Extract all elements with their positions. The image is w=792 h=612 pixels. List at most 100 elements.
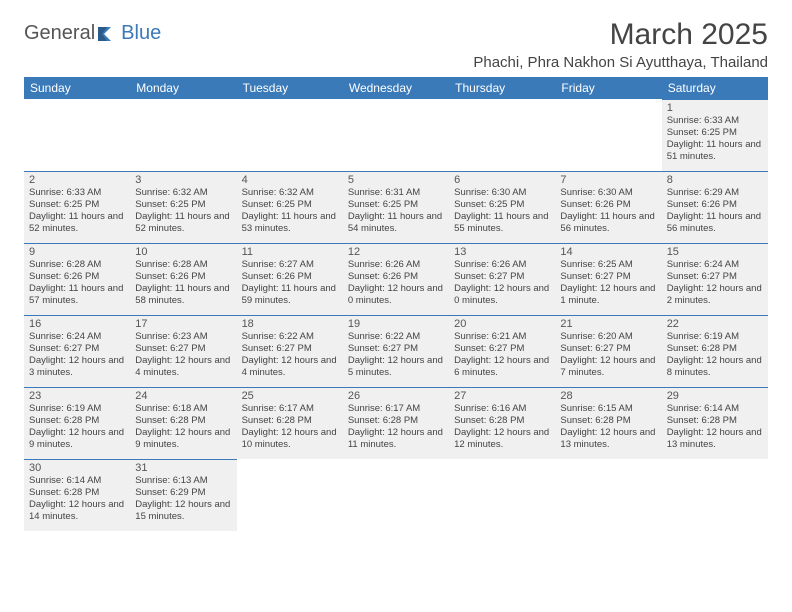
day-info: Sunrise: 6:26 AMSunset: 6:27 PMDaylight:… (454, 259, 550, 307)
calendar-week-row: 23Sunrise: 6:19 AMSunset: 6:28 PMDayligh… (24, 387, 768, 459)
calendar-table: SundayMondayTuesdayWednesdayThursdayFrid… (24, 77, 768, 531)
calendar-cell: 5Sunrise: 6:31 AMSunset: 6:25 PMDaylight… (343, 171, 449, 243)
day-number: 20 (454, 318, 550, 330)
day-info: Sunrise: 6:26 AMSunset: 6:26 PMDaylight:… (348, 259, 444, 307)
calendar-cell: 29Sunrise: 6:14 AMSunset: 6:28 PMDayligh… (662, 387, 768, 459)
day-number: 9 (29, 246, 125, 258)
day-number: 17 (135, 318, 231, 330)
day-info: Sunrise: 6:15 AMSunset: 6:28 PMDaylight:… (560, 403, 656, 451)
calendar-cell: 30Sunrise: 6:14 AMSunset: 6:28 PMDayligh… (24, 459, 130, 531)
calendar-week-row: 1Sunrise: 6:33 AMSunset: 6:25 PMDaylight… (24, 99, 768, 171)
day-info: Sunrise: 6:27 AMSunset: 6:26 PMDaylight:… (242, 259, 338, 307)
day-number: 1 (667, 102, 763, 114)
calendar-cell (343, 99, 449, 171)
brand-word2: Blue (121, 22, 161, 45)
day-info: Sunrise: 6:25 AMSunset: 6:27 PMDaylight:… (560, 259, 656, 307)
day-number: 7 (560, 174, 656, 186)
calendar-cell (449, 99, 555, 171)
brand-word1: General (24, 22, 95, 45)
day-info: Sunrise: 6:28 AMSunset: 6:26 PMDaylight:… (135, 259, 231, 307)
calendar-cell: 31Sunrise: 6:13 AMSunset: 6:29 PMDayligh… (130, 459, 236, 531)
calendar-cell (24, 99, 130, 171)
day-info: Sunrise: 6:31 AMSunset: 6:25 PMDaylight:… (348, 187, 444, 235)
calendar-cell: 27Sunrise: 6:16 AMSunset: 6:28 PMDayligh… (449, 387, 555, 459)
calendar-cell: 16Sunrise: 6:24 AMSunset: 6:27 PMDayligh… (24, 315, 130, 387)
day-info: Sunrise: 6:22 AMSunset: 6:27 PMDaylight:… (242, 331, 338, 379)
day-info: Sunrise: 6:33 AMSunset: 6:25 PMDaylight:… (29, 187, 125, 235)
day-info: Sunrise: 6:17 AMSunset: 6:28 PMDaylight:… (242, 403, 338, 451)
calendar-cell: 21Sunrise: 6:20 AMSunset: 6:27 PMDayligh… (555, 315, 661, 387)
day-info: Sunrise: 6:13 AMSunset: 6:29 PMDaylight:… (135, 475, 231, 523)
day-number: 6 (454, 174, 550, 186)
day-info: Sunrise: 6:16 AMSunset: 6:28 PMDaylight:… (454, 403, 550, 451)
day-number: 10 (135, 246, 231, 258)
calendar-cell (662, 459, 768, 531)
calendar-cell: 22Sunrise: 6:19 AMSunset: 6:28 PMDayligh… (662, 315, 768, 387)
day-info: Sunrise: 6:33 AMSunset: 6:25 PMDaylight:… (667, 115, 763, 163)
calendar-cell: 14Sunrise: 6:25 AMSunset: 6:27 PMDayligh… (555, 243, 661, 315)
day-number: 5 (348, 174, 444, 186)
day-info: Sunrise: 6:32 AMSunset: 6:25 PMDaylight:… (135, 187, 231, 235)
calendar-cell: 18Sunrise: 6:22 AMSunset: 6:27 PMDayligh… (237, 315, 343, 387)
calendar-cell (237, 459, 343, 531)
day-header-row: SundayMondayTuesdayWednesdayThursdayFrid… (24, 77, 768, 99)
day-header: Wednesday (343, 77, 449, 99)
calendar-cell: 3Sunrise: 6:32 AMSunset: 6:25 PMDaylight… (130, 171, 236, 243)
day-number: 4 (242, 174, 338, 186)
calendar-cell: 11Sunrise: 6:27 AMSunset: 6:26 PMDayligh… (237, 243, 343, 315)
day-number: 2 (29, 174, 125, 186)
calendar-cell: 12Sunrise: 6:26 AMSunset: 6:26 PMDayligh… (343, 243, 449, 315)
day-info: Sunrise: 6:21 AMSunset: 6:27 PMDaylight:… (454, 331, 550, 379)
day-number: 26 (348, 390, 444, 402)
day-number: 15 (667, 246, 763, 258)
calendar-cell (555, 459, 661, 531)
calendar-week-row: 30Sunrise: 6:14 AMSunset: 6:28 PMDayligh… (24, 459, 768, 531)
day-number: 23 (29, 390, 125, 402)
calendar-cell: 19Sunrise: 6:22 AMSunset: 6:27 PMDayligh… (343, 315, 449, 387)
calendar-cell: 15Sunrise: 6:24 AMSunset: 6:27 PMDayligh… (662, 243, 768, 315)
calendar-cell: 4Sunrise: 6:32 AMSunset: 6:25 PMDaylight… (237, 171, 343, 243)
calendar-cell: 1Sunrise: 6:33 AMSunset: 6:25 PMDaylight… (662, 99, 768, 171)
day-number: 8 (667, 174, 763, 186)
day-number: 16 (29, 318, 125, 330)
calendar-cell: 8Sunrise: 6:29 AMSunset: 6:26 PMDaylight… (662, 171, 768, 243)
day-info: Sunrise: 6:30 AMSunset: 6:26 PMDaylight:… (560, 187, 656, 235)
day-info: Sunrise: 6:19 AMSunset: 6:28 PMDaylight:… (29, 403, 125, 451)
calendar-cell (343, 459, 449, 531)
calendar-week-row: 9Sunrise: 6:28 AMSunset: 6:26 PMDaylight… (24, 243, 768, 315)
day-header: Sunday (24, 77, 130, 99)
header: General Blue March 2025 Phachi, Phra Nak… (24, 18, 768, 71)
calendar-cell: 7Sunrise: 6:30 AMSunset: 6:26 PMDaylight… (555, 171, 661, 243)
day-number: 29 (667, 390, 763, 402)
day-number: 21 (560, 318, 656, 330)
calendar-cell: 25Sunrise: 6:17 AMSunset: 6:28 PMDayligh… (237, 387, 343, 459)
calendar-cell: 9Sunrise: 6:28 AMSunset: 6:26 PMDaylight… (24, 243, 130, 315)
calendar-cell: 10Sunrise: 6:28 AMSunset: 6:26 PMDayligh… (130, 243, 236, 315)
day-info: Sunrise: 6:24 AMSunset: 6:27 PMDaylight:… (667, 259, 763, 307)
calendar-cell: 13Sunrise: 6:26 AMSunset: 6:27 PMDayligh… (449, 243, 555, 315)
calendar-cell (449, 459, 555, 531)
day-number: 11 (242, 246, 338, 258)
page-title: March 2025 (473, 18, 768, 52)
day-info: Sunrise: 6:17 AMSunset: 6:28 PMDaylight:… (348, 403, 444, 451)
day-header: Tuesday (237, 77, 343, 99)
calendar-cell: 26Sunrise: 6:17 AMSunset: 6:28 PMDayligh… (343, 387, 449, 459)
day-header: Friday (555, 77, 661, 99)
day-info: Sunrise: 6:28 AMSunset: 6:26 PMDaylight:… (29, 259, 125, 307)
calendar-week-row: 16Sunrise: 6:24 AMSunset: 6:27 PMDayligh… (24, 315, 768, 387)
location-subtitle: Phachi, Phra Nakhon Si Ayutthaya, Thaila… (473, 54, 768, 71)
day-number: 28 (560, 390, 656, 402)
calendar-cell: 23Sunrise: 6:19 AMSunset: 6:28 PMDayligh… (24, 387, 130, 459)
day-number: 18 (242, 318, 338, 330)
day-number: 24 (135, 390, 231, 402)
calendar-cell: 2Sunrise: 6:33 AMSunset: 6:25 PMDaylight… (24, 171, 130, 243)
day-number: 12 (348, 246, 444, 258)
day-number: 27 (454, 390, 550, 402)
day-info: Sunrise: 6:30 AMSunset: 6:25 PMDaylight:… (454, 187, 550, 235)
day-number: 3 (135, 174, 231, 186)
day-header: Monday (130, 77, 236, 99)
calendar-cell (555, 99, 661, 171)
day-info: Sunrise: 6:18 AMSunset: 6:28 PMDaylight:… (135, 403, 231, 451)
day-number: 14 (560, 246, 656, 258)
day-info: Sunrise: 6:14 AMSunset: 6:28 PMDaylight:… (29, 475, 125, 523)
